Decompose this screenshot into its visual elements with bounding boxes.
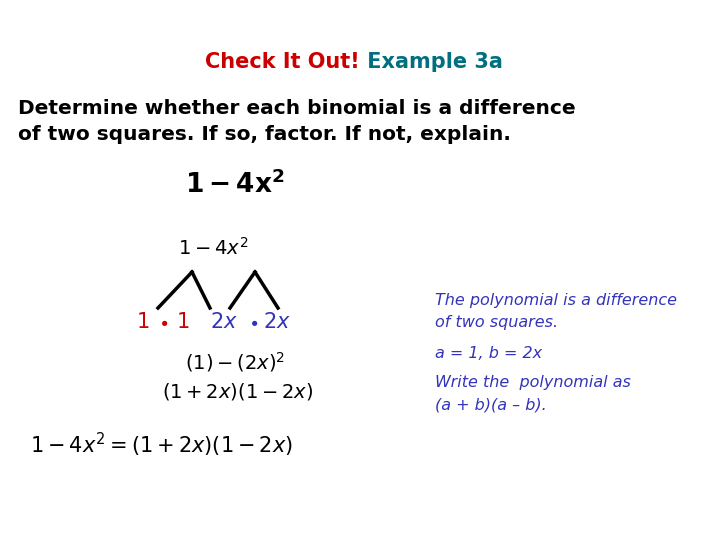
Text: $\bullet$: $\bullet$ — [158, 313, 168, 331]
Text: (a + b)(a – b).: (a + b)(a – b). — [435, 397, 546, 413]
Text: Determine whether each binomial is a difference: Determine whether each binomial is a dif… — [18, 98, 575, 118]
Text: $\mathbf{1 - 4x^2}$: $\mathbf{1 - 4x^2}$ — [185, 171, 284, 199]
Text: Check It Out!: Check It Out! — [205, 52, 360, 72]
Text: $(1) - (2x)^2$: $(1) - (2x)^2$ — [185, 350, 285, 374]
Text: $\bullet$: $\bullet$ — [248, 313, 258, 331]
Text: $2x$: $2x$ — [210, 312, 238, 332]
Text: a = 1, b = 2x: a = 1, b = 2x — [435, 346, 542, 361]
Text: of two squares. If so, factor. If not, explain.: of two squares. If so, factor. If not, e… — [18, 125, 511, 145]
Text: $1$: $1$ — [176, 312, 189, 332]
Text: $2x$: $2x$ — [263, 312, 291, 332]
Text: $1 - 4x^2 = (1 + 2x)(1 - 2x)$: $1 - 4x^2 = (1 + 2x)(1 - 2x)$ — [30, 431, 293, 459]
Text: $1 - 4x^2$: $1 - 4x^2$ — [178, 237, 248, 259]
Text: $1$: $1$ — [136, 312, 150, 332]
Text: Write the  polynomial as: Write the polynomial as — [435, 375, 631, 389]
Text: The polynomial is a difference: The polynomial is a difference — [435, 293, 677, 307]
Text: $(1 + 2x)(1 - 2x)$: $(1 + 2x)(1 - 2x)$ — [162, 381, 313, 402]
Text: of two squares.: of two squares. — [435, 315, 558, 330]
Text: Example 3a: Example 3a — [360, 52, 503, 72]
